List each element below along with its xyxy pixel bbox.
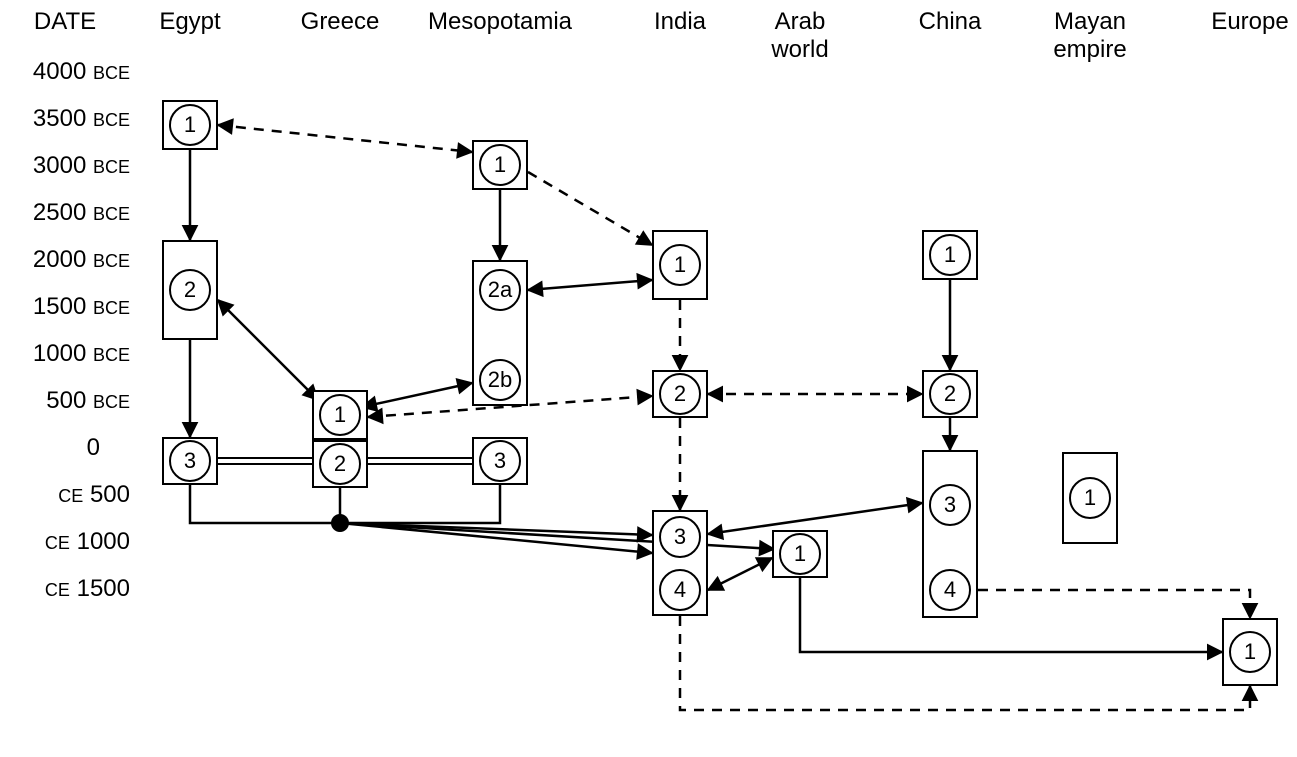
node-circle: 3 xyxy=(659,516,701,558)
column-header-mayan: Mayan xyxy=(1054,8,1126,36)
column-header-china: China xyxy=(919,8,982,36)
column-subheader-arab: world xyxy=(771,36,828,64)
node-circle: 2b xyxy=(479,359,521,401)
date-label: 2000 BCE xyxy=(33,246,130,274)
date-label: CE 1500 xyxy=(45,575,130,603)
column-subheader-mayan: empire xyxy=(1053,36,1126,64)
node-circle: 1 xyxy=(1069,477,1111,519)
column-header-india: India xyxy=(654,8,706,36)
node-circle: 1 xyxy=(659,244,701,286)
node-circle: 4 xyxy=(659,569,701,611)
node-circle: 2a xyxy=(479,269,521,311)
column-header-mesopotamia: Mesopotamia xyxy=(428,8,572,36)
date-label: 1000 BCE xyxy=(33,340,130,368)
node-circle: 2 xyxy=(319,443,361,485)
column-header-europe: Europe xyxy=(1211,8,1288,36)
node-circle: 2 xyxy=(169,269,211,311)
diagram-stage: DATE Egypt Greece Mesopotamia India Arabworld… xyxy=(0,0,1297,757)
column-header-egypt: Egypt xyxy=(159,8,220,36)
date-label: 1500 BCE xyxy=(33,293,130,321)
date-label: 4000 BCE xyxy=(33,58,130,86)
date-label: 500 BCE xyxy=(46,387,130,415)
column-header-date: DATE xyxy=(34,8,96,36)
node-circle: 4 xyxy=(929,569,971,611)
date-label: 2500 BCE xyxy=(33,199,130,227)
node-circle: 2 xyxy=(929,373,971,415)
date-label: CE 500 xyxy=(58,481,130,509)
node-circle: 1 xyxy=(779,533,821,575)
node-circle: 3 xyxy=(169,440,211,482)
column-header-arab: Arab xyxy=(775,8,826,36)
date-label: 3500 BCE xyxy=(33,105,130,133)
node-circle: 3 xyxy=(479,440,521,482)
node-circle: 1 xyxy=(319,394,361,436)
node-circle: 1 xyxy=(1229,631,1271,673)
node-circle: 1 xyxy=(479,144,521,186)
node-circle: 1 xyxy=(929,234,971,276)
column-header-greece: Greece xyxy=(301,8,380,36)
date-label: 3000 BCE xyxy=(33,152,130,180)
node-circle: 3 xyxy=(929,484,971,526)
date-label: 0 xyxy=(87,434,100,462)
date-label: CE 1000 xyxy=(45,528,130,556)
node-circle: 2 xyxy=(659,373,701,415)
node-circle: 1 xyxy=(169,104,211,146)
